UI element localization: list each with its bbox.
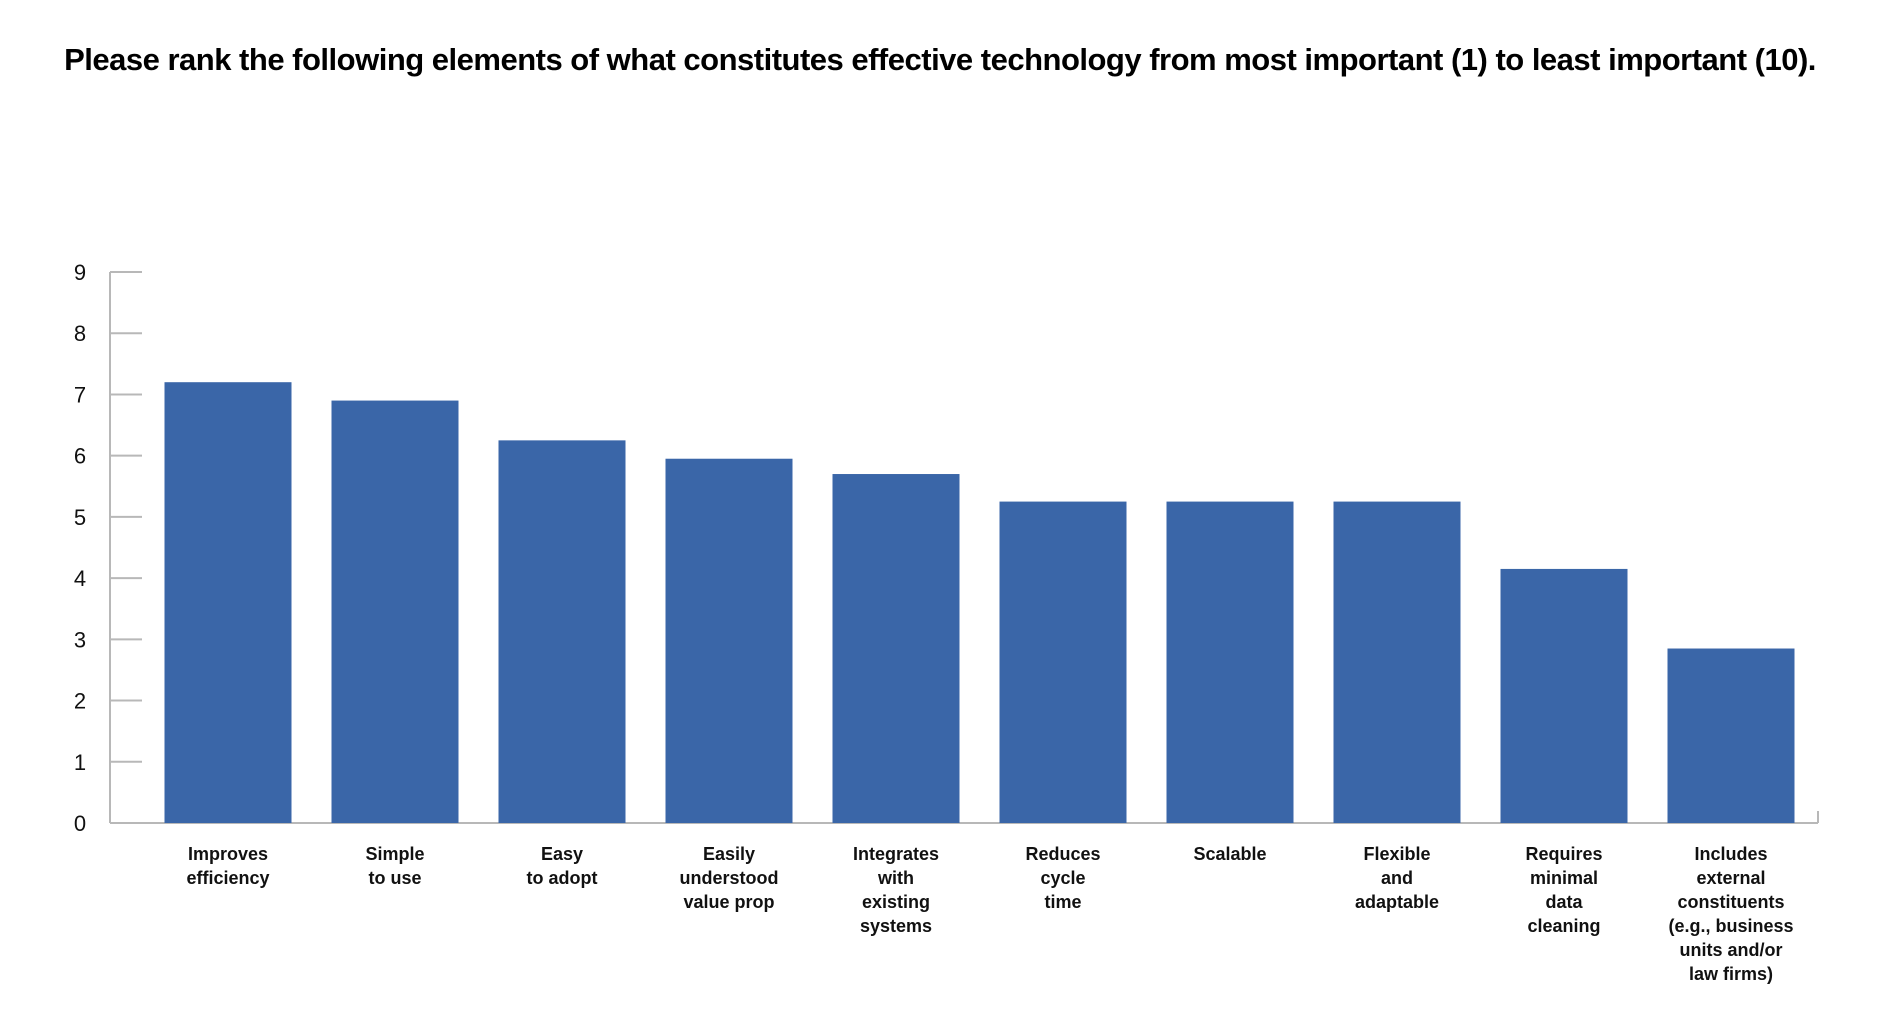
bar — [832, 474, 960, 823]
x-tick-label-line: Reduces — [1025, 844, 1100, 864]
y-tick-label: 1 — [74, 750, 86, 775]
x-tick-label-line: and — [1381, 868, 1413, 888]
x-tick-label: Flexible and adaptable — [1355, 844, 1439, 912]
y-tick-label: 5 — [74, 505, 86, 530]
x-tick-label-line: efficiency — [186, 868, 269, 888]
x-tick-label-line: units and/or — [1680, 940, 1783, 960]
y-tick-label: 6 — [74, 444, 86, 469]
x-tick-label: Improves efficiency — [186, 844, 269, 888]
y-tick-label: 9 — [74, 260, 86, 285]
bar — [1333, 501, 1461, 823]
bar — [1667, 648, 1795, 823]
x-tick-label: Reduces cycle time — [1025, 844, 1100, 912]
bar — [665, 458, 793, 823]
x-tick-label: Requires minimal data cleaning — [1525, 844, 1602, 936]
x-tick-label-line: Improves — [188, 844, 268, 864]
x-tick-label-line: Requires — [1525, 844, 1602, 864]
x-tick-label-line: with — [877, 868, 914, 888]
x-tick-label-line: cleaning — [1527, 916, 1600, 936]
bar — [498, 440, 626, 823]
x-tick-label-line: existing — [862, 892, 930, 912]
x-tick-label-line: time — [1044, 892, 1081, 912]
x-tick-label-line: to use — [368, 868, 421, 888]
bar — [1166, 501, 1294, 823]
x-tick-label: Easy to adopt — [527, 844, 598, 888]
x-tick-label: Scalable — [1193, 844, 1266, 864]
y-tick-label: 2 — [74, 689, 86, 714]
x-tick-label-line: to adopt — [527, 868, 598, 888]
y-tick-label: 4 — [74, 566, 86, 591]
x-tick-label-line: adaptable — [1355, 892, 1439, 912]
x-tick-label-line: law firms) — [1689, 964, 1773, 984]
x-tick-label-line: Simple — [365, 844, 424, 864]
x-tick-label-line: systems — [860, 916, 932, 936]
x-tick-label-line: Scalable — [1193, 844, 1266, 864]
bar — [164, 382, 292, 823]
x-tick-label: Integrates with existing systems — [853, 844, 939, 936]
x-tick-label: Simple to use — [365, 844, 424, 888]
y-tick-label: 7 — [74, 382, 86, 407]
bar — [999, 501, 1127, 823]
x-tick-label: Includes external constituents (e.g., busin… — [1668, 844, 1793, 984]
chart-title: Please rank the following elements of wh… — [64, 42, 1816, 77]
x-tick-label-line: cycle — [1040, 868, 1085, 888]
bar — [1500, 568, 1628, 823]
x-tick-label-line: Easy — [541, 844, 583, 864]
y-tick-label: 3 — [74, 627, 86, 652]
x-tick-label-line: Flexible — [1363, 844, 1430, 864]
x-tick-label: Easily understood value prop — [680, 844, 779, 912]
x-tick-label-line: Integrates — [853, 844, 939, 864]
x-tick-label-line: Easily — [703, 844, 755, 864]
x-tick-label-line: constituents — [1677, 892, 1784, 912]
x-tick-label-line: understood — [680, 868, 779, 888]
x-tick-label-line: (e.g., business — [1668, 916, 1793, 936]
x-tick-label-line: Includes — [1694, 844, 1767, 864]
x-tick-label-line: data — [1545, 892, 1583, 912]
x-tick-label-line: external — [1696, 868, 1765, 888]
y-tick-label: 0 — [74, 811, 86, 836]
x-tick-label-line: minimal — [1530, 868, 1598, 888]
bar — [331, 400, 459, 823]
x-tick-label-line: value prop — [683, 892, 774, 912]
y-tick-label: 8 — [74, 321, 86, 346]
